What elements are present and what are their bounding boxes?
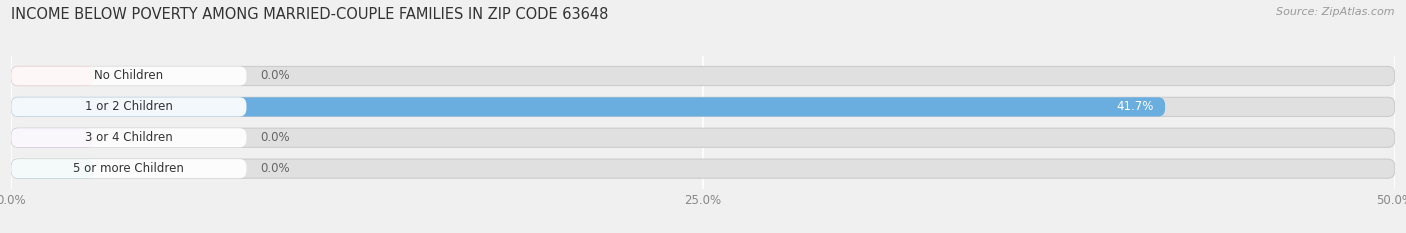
FancyBboxPatch shape xyxy=(11,97,1166,116)
FancyBboxPatch shape xyxy=(11,159,1395,178)
FancyBboxPatch shape xyxy=(11,97,246,116)
FancyBboxPatch shape xyxy=(11,128,1395,147)
FancyBboxPatch shape xyxy=(11,66,1395,86)
Text: 0.0%: 0.0% xyxy=(260,69,290,82)
FancyBboxPatch shape xyxy=(11,128,94,147)
FancyBboxPatch shape xyxy=(11,66,246,86)
Text: INCOME BELOW POVERTY AMONG MARRIED-COUPLE FAMILIES IN ZIP CODE 63648: INCOME BELOW POVERTY AMONG MARRIED-COUPL… xyxy=(11,7,609,22)
Text: 41.7%: 41.7% xyxy=(1116,100,1154,113)
FancyBboxPatch shape xyxy=(11,128,246,147)
FancyBboxPatch shape xyxy=(11,159,246,178)
Text: 1 or 2 Children: 1 or 2 Children xyxy=(84,100,173,113)
FancyBboxPatch shape xyxy=(11,97,1395,116)
Text: 0.0%: 0.0% xyxy=(260,162,290,175)
FancyBboxPatch shape xyxy=(11,159,94,178)
Text: No Children: No Children xyxy=(94,69,163,82)
Text: 3 or 4 Children: 3 or 4 Children xyxy=(84,131,173,144)
Text: 5 or more Children: 5 or more Children xyxy=(73,162,184,175)
Text: Source: ZipAtlas.com: Source: ZipAtlas.com xyxy=(1277,7,1395,17)
Text: 0.0%: 0.0% xyxy=(260,131,290,144)
FancyBboxPatch shape xyxy=(11,66,94,86)
